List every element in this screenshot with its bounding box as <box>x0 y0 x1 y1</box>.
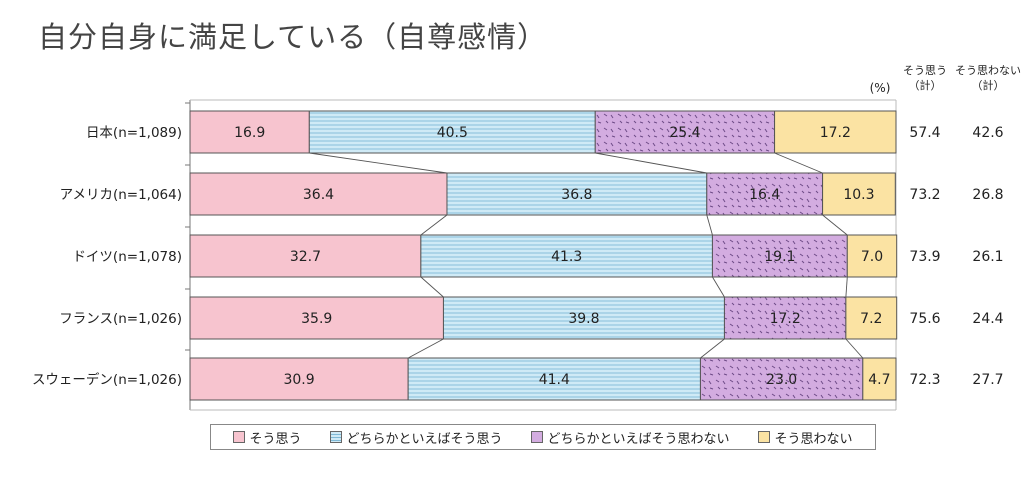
data-label: 7.0 <box>861 249 883 265</box>
connector-line <box>774 152 823 174</box>
data-label: 4.7 <box>868 372 890 388</box>
labels-group: 日本(n=1,089) 16.9 40.5 25.4 17.2 57.4 42.6 アメリカ(… <box>32 64 1021 388</box>
data-label: 40.5 <box>437 125 468 141</box>
data-label: 17.2 <box>770 311 801 327</box>
data-label: 16.9 <box>234 125 265 141</box>
bar-segment-somewhat-agree <box>442 296 725 340</box>
total-agree-value: 73.2 <box>909 187 940 203</box>
legend-swatch-somewhat-agree <box>330 431 343 443</box>
connector-line <box>420 214 448 236</box>
data-label: 35.9 <box>301 311 332 327</box>
total-disagree-value: 27.7 <box>972 372 1003 388</box>
bar-segment-disagree <box>845 296 898 340</box>
connector-line <box>712 276 725 298</box>
category-label: アメリカ(n=1,064) <box>60 187 182 203</box>
bar-segment-somewhat-agree <box>407 357 701 401</box>
legend-label-somewhat-agree: どちらかといえばそう思う <box>346 431 503 447</box>
bar-segment-disagree <box>862 357 897 401</box>
data-label: 41.3 <box>551 249 582 265</box>
data-label: 36.4 <box>303 187 334 203</box>
legend-label-somewhat-disagree: どちらかといえばそう思わない <box>547 431 730 447</box>
connector-line <box>407 338 444 359</box>
total-disagree-value: 42.6 <box>972 125 1003 141</box>
legend-swatch-somewhat-disagree <box>531 431 544 443</box>
legend: そう思う どちらかといえばそう思う どちらかといえばそう思わない そう思わない <box>210 424 876 450</box>
category-label: ドイツ(n=1,078) <box>72 249 182 265</box>
bar-segment-disagree <box>774 110 897 154</box>
data-label: 41.4 <box>539 372 570 388</box>
bar-segment-somewhat-agree <box>308 110 596 154</box>
data-label: 7.2 <box>860 311 882 327</box>
data-label: 25.4 <box>669 125 700 141</box>
data-label: 32.7 <box>290 249 321 265</box>
category-label: スウェーデン(n=1,026) <box>32 371 182 388</box>
total-agree-value: 73.9 <box>909 249 940 265</box>
connector-line <box>706 214 713 236</box>
bar-segment-disagree <box>822 172 896 216</box>
data-label: 36.8 <box>561 187 592 203</box>
data-label: 39.8 <box>568 311 599 327</box>
connector-line <box>845 338 864 359</box>
total-disagree-value: 24.4 <box>972 311 1003 327</box>
total-disagree-value: 26.1 <box>972 249 1003 265</box>
bar-segment-somewhat-disagree <box>711 234 848 278</box>
total-agree-value: 57.4 <box>909 125 940 141</box>
unit-label: (%) <box>870 81 891 95</box>
legend-label-agree: そう思う <box>249 431 302 447</box>
total-agree-value: 72.3 <box>909 372 940 388</box>
bar-segment-somewhat-agree <box>446 172 708 216</box>
data-label: 17.2 <box>820 125 851 141</box>
connector-line <box>822 214 848 236</box>
bar-segment-somewhat-disagree <box>594 110 776 154</box>
legend-swatch-agree <box>233 431 246 443</box>
bar-segment-agree <box>189 357 409 401</box>
data-label: 19.1 <box>764 249 795 265</box>
total-agree-header: そう思う <box>903 64 947 77</box>
bar-segment-somewhat-disagree <box>723 296 847 340</box>
legend-label-disagree: そう思わない <box>774 431 853 447</box>
category-label: 日本(n=1,089) <box>86 125 182 141</box>
connector-line <box>700 338 725 359</box>
legend-item-somewhat-disagree: どちらかといえばそう思わない <box>531 428 730 447</box>
bar-segment-agree <box>189 296 444 340</box>
connector-line <box>845 276 848 298</box>
data-label: 30.9 <box>283 372 314 388</box>
bar-segment-somewhat-agree <box>420 234 713 278</box>
bar-segment-agree <box>189 110 310 154</box>
data-label: 16.4 <box>749 187 780 203</box>
data-label: 10.3 <box>843 187 874 203</box>
total-disagree-value: 26.8 <box>972 187 1003 203</box>
legend-swatch-disagree <box>758 431 771 443</box>
total-agree-header: （計） <box>909 78 942 92</box>
connector-line <box>309 152 448 174</box>
bar-segment-disagree <box>846 234 898 278</box>
category-label: フランス(n=1,026) <box>59 311 182 327</box>
page-title: 自分自身に満足している（自尊感情） <box>38 20 548 54</box>
legend-item-disagree: そう思わない <box>758 428 853 447</box>
connector-line <box>420 276 444 298</box>
total-agree-value: 75.6 <box>909 311 940 327</box>
legend-item-somewhat-agree: どちらかといえばそう思う <box>330 428 503 447</box>
total-disagree-header: そう思わない <box>955 64 1021 77</box>
bar-segment-somewhat-disagree <box>699 357 864 401</box>
bars-group <box>185 99 898 411</box>
bar-segment-agree <box>189 172 448 216</box>
data-label: 23.0 <box>766 372 797 388</box>
total-disagree-header: （計） <box>972 78 1005 92</box>
connector-line <box>595 152 707 174</box>
stacked-bar-chart: 日本(n=1,089) 16.9 40.5 25.4 17.2 57.4 42.6 アメリカ(… <box>32 64 1021 411</box>
segment-connectors <box>309 152 864 359</box>
legend-item-agree: そう思う <box>233 428 302 447</box>
